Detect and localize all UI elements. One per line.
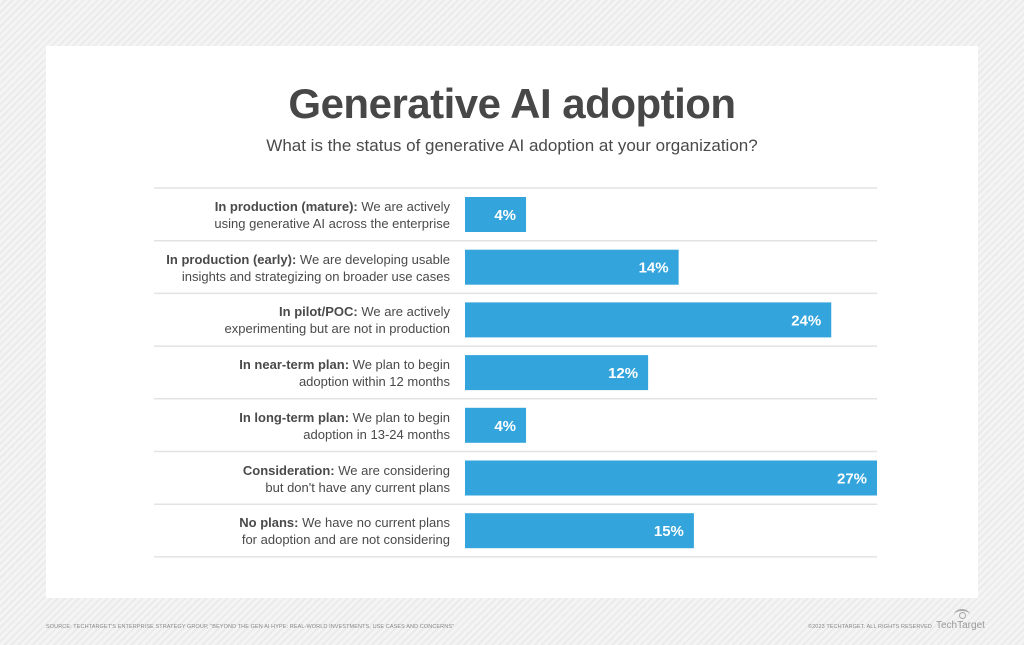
category-label-bold: In production (early): [166, 251, 297, 267]
category-label-bold: In near-term plan: [239, 357, 350, 373]
category-label-text: We are actively [357, 304, 450, 320]
category-label-line2: insights and strategizing on broader use… [181, 268, 450, 284]
category-label-bold: No plans: [239, 515, 299, 531]
category-label-bold: In production (mature): [214, 199, 358, 214]
category-label-line2: for adoption and are not considering [241, 532, 450, 548]
category-label-bold: In long-term plan: [239, 409, 350, 425]
category-label-text: We are actively [357, 199, 450, 214]
category-label-text: We have no current plans [298, 515, 450, 531]
bar [465, 302, 832, 338]
category-label: No plans: We have no current plans for ad… [150, 514, 450, 548]
category-label: In long-term plan: We plan to begin adopt… [150, 409, 450, 443]
chart-title: Generative AI adoption [288, 80, 736, 127]
bar-value-label: 24% [791, 312, 821, 329]
category-label-bold: In pilot/POC: [279, 304, 358, 320]
techtarget-eye-icon [954, 609, 970, 621]
category-label-line2: using generative AI across the enterpris… [214, 216, 450, 231]
bar [465, 355, 649, 391]
techtarget-logo: TechTarget [936, 620, 985, 631]
chart-subtitle: What is the status of generative AI adop… [266, 136, 758, 155]
category-label: In pilot/POC: We are actively experimenti… [150, 303, 450, 337]
source-note: SOURCE: TECHTARGET'S ENTERPRISE STRATEGY… [46, 624, 455, 630]
category-label-line2: adoption in 13-24 months [303, 426, 450, 442]
category-label-text: We plan to begin [349, 409, 450, 425]
category-label: Consideration: We are considering but don… [150, 462, 450, 496]
category-label-text: We plan to begin [349, 357, 450, 373]
bar [465, 249, 679, 285]
bar-value-label: 14% [639, 260, 669, 277]
bar-value-label: 15% [654, 523, 684, 540]
category-label: In production (mature): We are actively u… [150, 198, 450, 232]
category-label-text: We are developing usable [296, 251, 450, 267]
category-label-line2: but don't have any current plans [265, 479, 450, 495]
bar-value-label: 27% [837, 471, 867, 488]
category-label-bold: Consideration: [242, 462, 335, 478]
category-label-text: We are considering [334, 462, 450, 478]
bar [465, 460, 878, 496]
copyright: ©2023 TECHTARGET. ALL RIGHTS RESERVED [808, 624, 933, 630]
bar [465, 197, 527, 232]
bar [465, 513, 694, 549]
bar-value-label: 12% [608, 365, 638, 382]
category-label: In production (early): We are developing… [150, 251, 450, 285]
category-label-line2: experimenting but are not in production [224, 321, 450, 337]
bar [465, 407, 527, 443]
category-label: In near-term plan: We plan to begin adopt… [150, 356, 450, 390]
bar-value-label: 4% [494, 418, 516, 435]
bar-value-label: 4% [494, 207, 516, 224]
category-label-line2: adoption within 12 months [298, 374, 450, 390]
